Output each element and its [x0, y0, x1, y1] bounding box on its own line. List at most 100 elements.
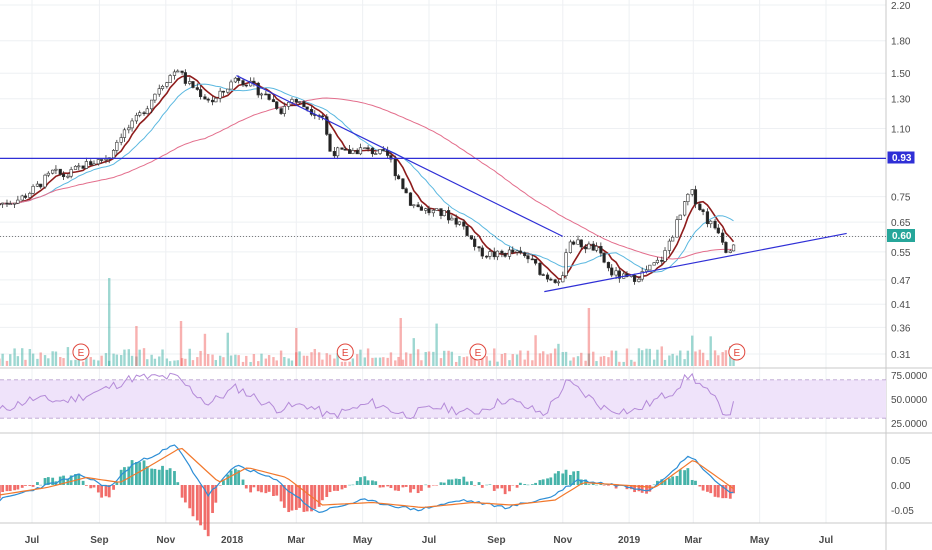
macd-histogram-bar	[714, 485, 717, 497]
macd-histogram-bar	[344, 485, 347, 488]
volume-bar	[717, 355, 719, 366]
volume-bar	[67, 347, 69, 366]
candle-body	[706, 212, 709, 224]
macd-histogram-bar	[150, 469, 153, 485]
volume-bar	[676, 355, 678, 366]
volume-bar	[359, 350, 361, 366]
candle-body	[253, 81, 256, 83]
candle-body	[577, 240, 580, 244]
volume-bar	[440, 358, 442, 366]
volume-bar	[600, 357, 602, 366]
volume-bar	[531, 360, 533, 366]
volume-bar	[314, 349, 316, 366]
volume-bar	[298, 351, 300, 366]
macd-histogram-bar	[676, 476, 679, 485]
volume-bar	[242, 362, 244, 366]
candle-body	[405, 189, 408, 193]
candle-body	[181, 71, 184, 72]
volume-bar	[287, 358, 289, 366]
macd-histogram-bar	[367, 480, 370, 485]
macd-tick-0-05: 0.05	[891, 456, 911, 467]
candle-body	[565, 253, 568, 276]
volume-bar	[62, 358, 64, 366]
macd-histogram-bar	[36, 482, 39, 485]
volume-bar	[386, 358, 388, 366]
volume-bar	[272, 357, 274, 366]
candle-body	[653, 263, 656, 265]
earnings-marker-text: E	[78, 348, 85, 359]
volume-bar	[405, 352, 407, 366]
volume-bar	[409, 354, 411, 366]
volume-bar	[44, 355, 46, 366]
macd-histogram-bar	[321, 485, 324, 500]
candle-body	[660, 260, 663, 261]
macd-histogram-bar	[234, 469, 237, 485]
candle-body	[146, 109, 149, 114]
candle-body	[550, 279, 553, 280]
candle-body	[143, 113, 146, 114]
candle-body	[699, 204, 702, 210]
macd-histogram-bar	[280, 485, 283, 501]
candle-body	[463, 222, 466, 226]
macd-histogram-bar	[260, 485, 263, 492]
candle-body	[435, 209, 438, 211]
volume-bar	[455, 362, 457, 366]
candle-body	[135, 115, 138, 121]
candle-body	[226, 89, 229, 92]
candle-body	[371, 148, 374, 154]
candle-body	[184, 73, 187, 84]
volume-bar	[542, 351, 544, 366]
macd-histogram-bar	[679, 470, 682, 485]
volume-bar	[557, 344, 559, 366]
candle-body	[275, 102, 278, 109]
macd-histogram-bar	[432, 485, 435, 486]
macd-histogram-bar	[557, 471, 560, 485]
price-tick-label: 0.47	[891, 276, 911, 287]
macd-histogram-bar	[428, 485, 431, 488]
macd-histogram-bar	[242, 480, 245, 485]
macd-histogram-bar	[519, 483, 522, 485]
volume-bar	[683, 359, 685, 366]
macd-histogram-bar	[264, 485, 267, 493]
candle-body	[100, 160, 103, 161]
macd-histogram-bar	[287, 485, 290, 512]
candle-body	[466, 226, 469, 235]
volume-bar	[699, 350, 701, 366]
macd-histogram-bar	[158, 470, 161, 485]
macd-histogram-bar	[443, 483, 446, 485]
price-tick-label: 0.41	[891, 300, 911, 311]
earnings-marker: E	[73, 344, 89, 360]
volume-bar	[645, 349, 647, 366]
volume-bar	[93, 360, 95, 366]
volume-bar	[204, 334, 206, 366]
candle-body	[93, 164, 96, 165]
macd-histogram-bar	[192, 485, 195, 516]
macd-histogram-bar	[356, 481, 359, 485]
candle-body	[382, 149, 385, 150]
price-tick-label: 1.30	[891, 95, 911, 106]
volume-bar	[588, 308, 590, 366]
candle-body	[638, 279, 641, 281]
volume-bar	[714, 350, 716, 366]
candle-body	[397, 176, 400, 179]
volume-bar	[283, 357, 285, 366]
volume-bar	[653, 360, 655, 366]
candle-body	[82, 166, 85, 169]
volume-bar	[379, 358, 381, 366]
candle-body	[70, 169, 73, 176]
volume-bar	[295, 328, 297, 366]
macd-histogram-bar	[671, 476, 674, 485]
candle-body	[664, 250, 667, 261]
candle-body	[432, 210, 435, 213]
candle-body	[352, 150, 355, 153]
macd-histogram-bar	[462, 477, 465, 485]
candle-body	[367, 148, 370, 149]
candle-body	[59, 169, 62, 174]
volume-bar	[539, 353, 541, 366]
volume-bar	[527, 351, 529, 366]
volume-bar	[265, 359, 267, 366]
macd-histogram-bar	[143, 460, 146, 485]
macd-histogram-bar	[226, 475, 229, 485]
macd-histogram-bar	[371, 480, 374, 485]
